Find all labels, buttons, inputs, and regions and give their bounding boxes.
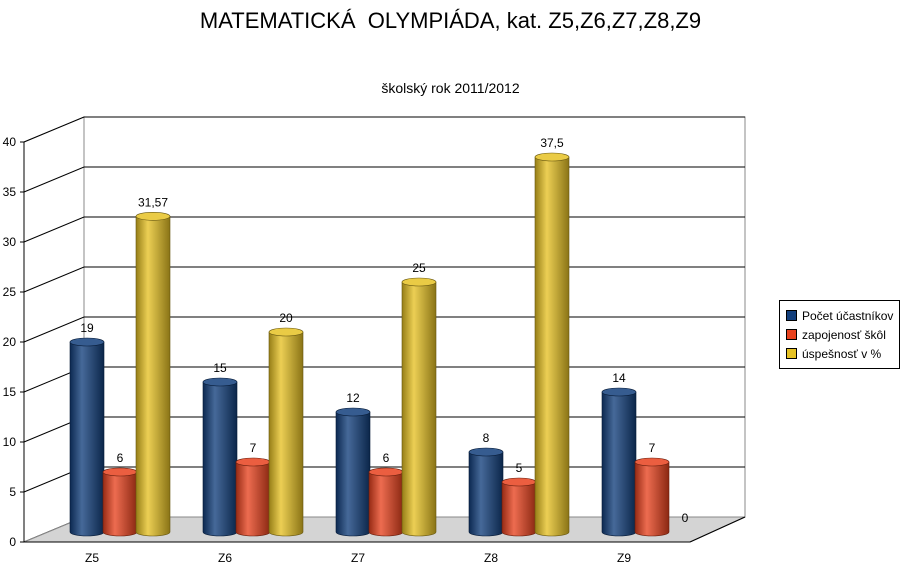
bar-body bbox=[69, 341, 105, 537]
bar-body bbox=[501, 481, 537, 537]
bar-body bbox=[601, 391, 637, 537]
y-tick-label: 30 bbox=[3, 235, 17, 249]
data-label: 5 bbox=[516, 461, 523, 475]
bar-top bbox=[634, 457, 670, 467]
bar bbox=[135, 212, 171, 537]
x-tick-label: Z5 bbox=[85, 551, 99, 565]
gridline bbox=[23, 266, 745, 293]
y-tick-label: 10 bbox=[3, 435, 17, 449]
bar bbox=[202, 377, 238, 537]
y-tick-label: 0 bbox=[9, 535, 16, 549]
bar-body bbox=[368, 471, 404, 537]
bar bbox=[634, 457, 670, 537]
bar-body bbox=[268, 331, 304, 537]
x-tick-label: Z6 bbox=[218, 551, 232, 565]
bar-top bbox=[335, 407, 371, 417]
y-tick-label: 15 bbox=[3, 385, 17, 399]
x-tick-label: Z9 bbox=[617, 551, 631, 565]
bar-body bbox=[401, 281, 437, 537]
bar-top bbox=[202, 377, 238, 387]
data-label: 19 bbox=[80, 321, 94, 335]
gridline bbox=[23, 116, 745, 143]
legend-swatch bbox=[786, 348, 797, 359]
gridline bbox=[23, 316, 745, 343]
legend-label: zapojenosť škôl bbox=[802, 327, 886, 342]
x-axis-depth-line bbox=[689, 516, 746, 543]
y-tick-label: 25 bbox=[3, 285, 17, 299]
y-tick-label: 35 bbox=[3, 185, 17, 199]
bar-body bbox=[468, 451, 504, 537]
data-label: 15 bbox=[213, 361, 227, 375]
data-label: 25 bbox=[412, 261, 426, 275]
chart-title: MATEMATICKÁ OLYMPIÁDA, kat. Z5,Z6,Z7,Z8,… bbox=[199, 8, 702, 33]
legend: Počet účastníkov zapojenosť škôl úspešnosť… bbox=[779, 300, 901, 369]
gridline bbox=[23, 166, 745, 193]
bar-top bbox=[368, 467, 404, 477]
bar-top bbox=[468, 447, 504, 457]
legend-label: Počet účastníkov bbox=[802, 308, 894, 323]
axes: 0 5 10 15 20 25 30 35 40 Z5 Z6 Z7 Z8 Z9 bbox=[3, 135, 746, 565]
data-label: 31,57 bbox=[138, 195, 168, 209]
data-label: 14 bbox=[612, 371, 626, 385]
bar bbox=[368, 467, 404, 537]
bar bbox=[268, 327, 304, 537]
bar-body bbox=[534, 156, 570, 537]
legend-label: úspešnosť v % bbox=[802, 346, 882, 361]
data-labels: 19 6 31,57 15 7 20 12 6 25 8 5 37,5 14 7 0 bbox=[80, 136, 688, 525]
bar bbox=[401, 277, 437, 537]
legend-swatch bbox=[786, 310, 797, 321]
bar-top bbox=[501, 477, 537, 487]
bar-top bbox=[235, 457, 271, 467]
bar-top bbox=[102, 467, 138, 477]
bar-body bbox=[634, 461, 670, 537]
chart-subtitle: školský rok 2011/2012 bbox=[381, 80, 520, 96]
bar-body bbox=[135, 216, 171, 537]
bar-top bbox=[69, 337, 105, 347]
bar bbox=[335, 407, 371, 537]
data-label: 8 bbox=[483, 431, 490, 445]
bars bbox=[69, 152, 670, 537]
data-label: 7 bbox=[649, 441, 656, 455]
bar-top bbox=[135, 212, 171, 221]
x-tick-label: Z7 bbox=[351, 551, 365, 565]
data-label: 6 bbox=[117, 451, 124, 465]
bar bbox=[534, 152, 570, 537]
legend-swatch bbox=[786, 329, 797, 340]
bar-body bbox=[235, 461, 271, 537]
gridline bbox=[23, 216, 745, 243]
data-label: 6 bbox=[383, 451, 390, 465]
y-tick-label: 20 bbox=[3, 335, 17, 349]
bar-top bbox=[268, 327, 304, 337]
bar bbox=[235, 457, 271, 537]
bar bbox=[501, 477, 537, 537]
y-tick-label: 40 bbox=[3, 135, 17, 149]
data-label: 20 bbox=[279, 311, 293, 325]
bar-body bbox=[335, 411, 371, 537]
bar-top bbox=[601, 387, 637, 397]
data-label: 12 bbox=[346, 391, 360, 405]
bar-body bbox=[202, 381, 238, 537]
bar-top bbox=[401, 277, 437, 287]
bar-top bbox=[534, 152, 570, 162]
legend-item: úspešnosť v % bbox=[786, 344, 893, 363]
data-label: 37,5 bbox=[540, 136, 564, 150]
legend-item: Počet účastníkov bbox=[786, 306, 893, 325]
legend-item: zapojenosť škôl bbox=[786, 325, 893, 344]
x-tick-label: Z8 bbox=[484, 551, 498, 565]
data-label: 7 bbox=[250, 441, 257, 455]
bar bbox=[601, 387, 637, 537]
bar-body bbox=[102, 471, 138, 537]
data-label: 0 bbox=[682, 511, 689, 525]
bar bbox=[468, 447, 504, 537]
bar bbox=[69, 337, 105, 537]
y-tick-label: 5 bbox=[9, 485, 16, 499]
bar bbox=[102, 467, 138, 537]
